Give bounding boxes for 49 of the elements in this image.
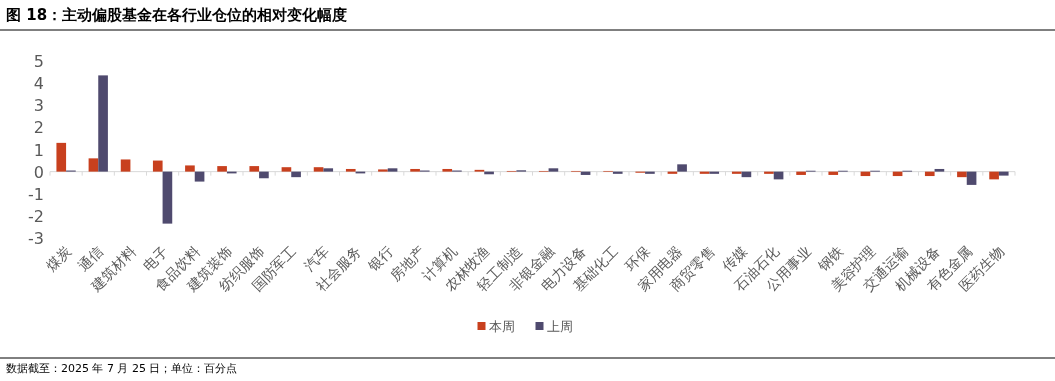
bar — [796, 171, 806, 175]
bar — [281, 167, 292, 172]
bar — [764, 171, 774, 174]
y-tick-label: -3 — [28, 229, 44, 248]
bar — [120, 159, 131, 172]
y-tick-label: 2 — [33, 118, 44, 138]
bar — [387, 168, 398, 172]
bar — [612, 171, 623, 174]
y-tick-label: 0 — [33, 162, 44, 182]
bar — [259, 171, 269, 179]
legend-label: 上周 — [546, 319, 573, 334]
y-tick-label: 1 — [33, 140, 44, 160]
bar — [56, 142, 67, 172]
bar — [185, 165, 195, 172]
bar — [998, 171, 1009, 176]
legend-label: 本周 — [488, 319, 515, 334]
bar — [989, 171, 999, 180]
bar — [442, 168, 453, 172]
bar — [828, 171, 839, 175]
y-tick-label: -1 — [28, 184, 44, 204]
bar — [291, 171, 301, 178]
bar — [410, 168, 420, 172]
y-tick-label: 3 — [33, 96, 44, 116]
y-tick-label: -2 — [28, 206, 44, 226]
chart-title: 图 18：主动偏股基金在各行业仓位的相对变化幅度 — [6, 6, 348, 24]
bar — [677, 164, 687, 172]
text: 数据截至：2025 年 7 月 25 日；单位：百分点 — [6, 362, 238, 375]
bar — [934, 168, 945, 172]
bar — [217, 166, 227, 172]
y-tick-label: 4 — [33, 74, 44, 94]
y-tick-label: 5 — [33, 52, 44, 71]
bar — [88, 158, 99, 172]
bar — [709, 171, 720, 174]
bar — [313, 167, 324, 172]
bar — [162, 171, 173, 224]
bar — [378, 169, 388, 172]
bar — [924, 171, 935, 177]
bar — [731, 171, 742, 174]
bar — [645, 171, 655, 174]
bar — [152, 160, 163, 172]
bar — [194, 171, 205, 182]
x-tick-label: 煤炭 — [43, 242, 75, 274]
bar — [957, 171, 967, 178]
bar — [966, 171, 977, 185]
bar — [98, 75, 108, 172]
bar — [249, 166, 260, 172]
bar — [548, 168, 559, 172]
bar — [345, 168, 356, 172]
bar — [323, 168, 334, 172]
